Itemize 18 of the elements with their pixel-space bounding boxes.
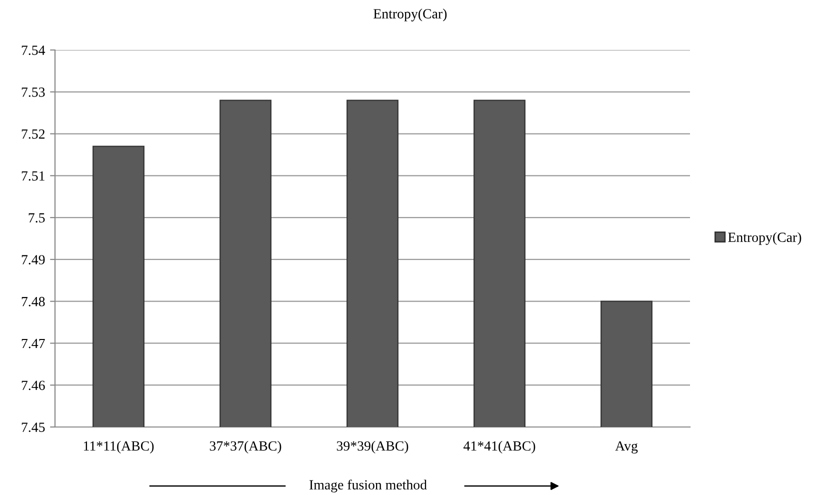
y-tick-label: 7.47 (22, 338, 45, 348)
y-tick-label: 7.48 (22, 296, 45, 306)
y-tick-label: 7.45 (22, 422, 45, 432)
x-tick-label: 37*37(ABC) (210, 440, 282, 454)
y-tick-label: 7.49 (22, 255, 45, 264)
x-tick-label: 39*39(ABC) (336, 440, 408, 454)
y-tick-label: 7.46 (22, 380, 45, 390)
y-tick-label: 7.54 (22, 46, 46, 56)
chart-title: Entropy(Car) (374, 8, 447, 22)
x-tick-label: 11*11(ABC) (84, 440, 154, 454)
y-tick-label: 7.52 (22, 129, 45, 139)
x-tick-label: 41*41(ABC) (464, 440, 536, 454)
y-tick-label: 7.5 (28, 213, 45, 223)
x-axis-title: Image fusion method (309, 480, 427, 492)
legend-label: Entropy(Car) (728, 232, 802, 245)
y-tick-label: 7.51 (22, 171, 44, 181)
x-tick-label: Avg (615, 441, 638, 454)
y-tick-label: 7.53 (22, 88, 45, 97)
